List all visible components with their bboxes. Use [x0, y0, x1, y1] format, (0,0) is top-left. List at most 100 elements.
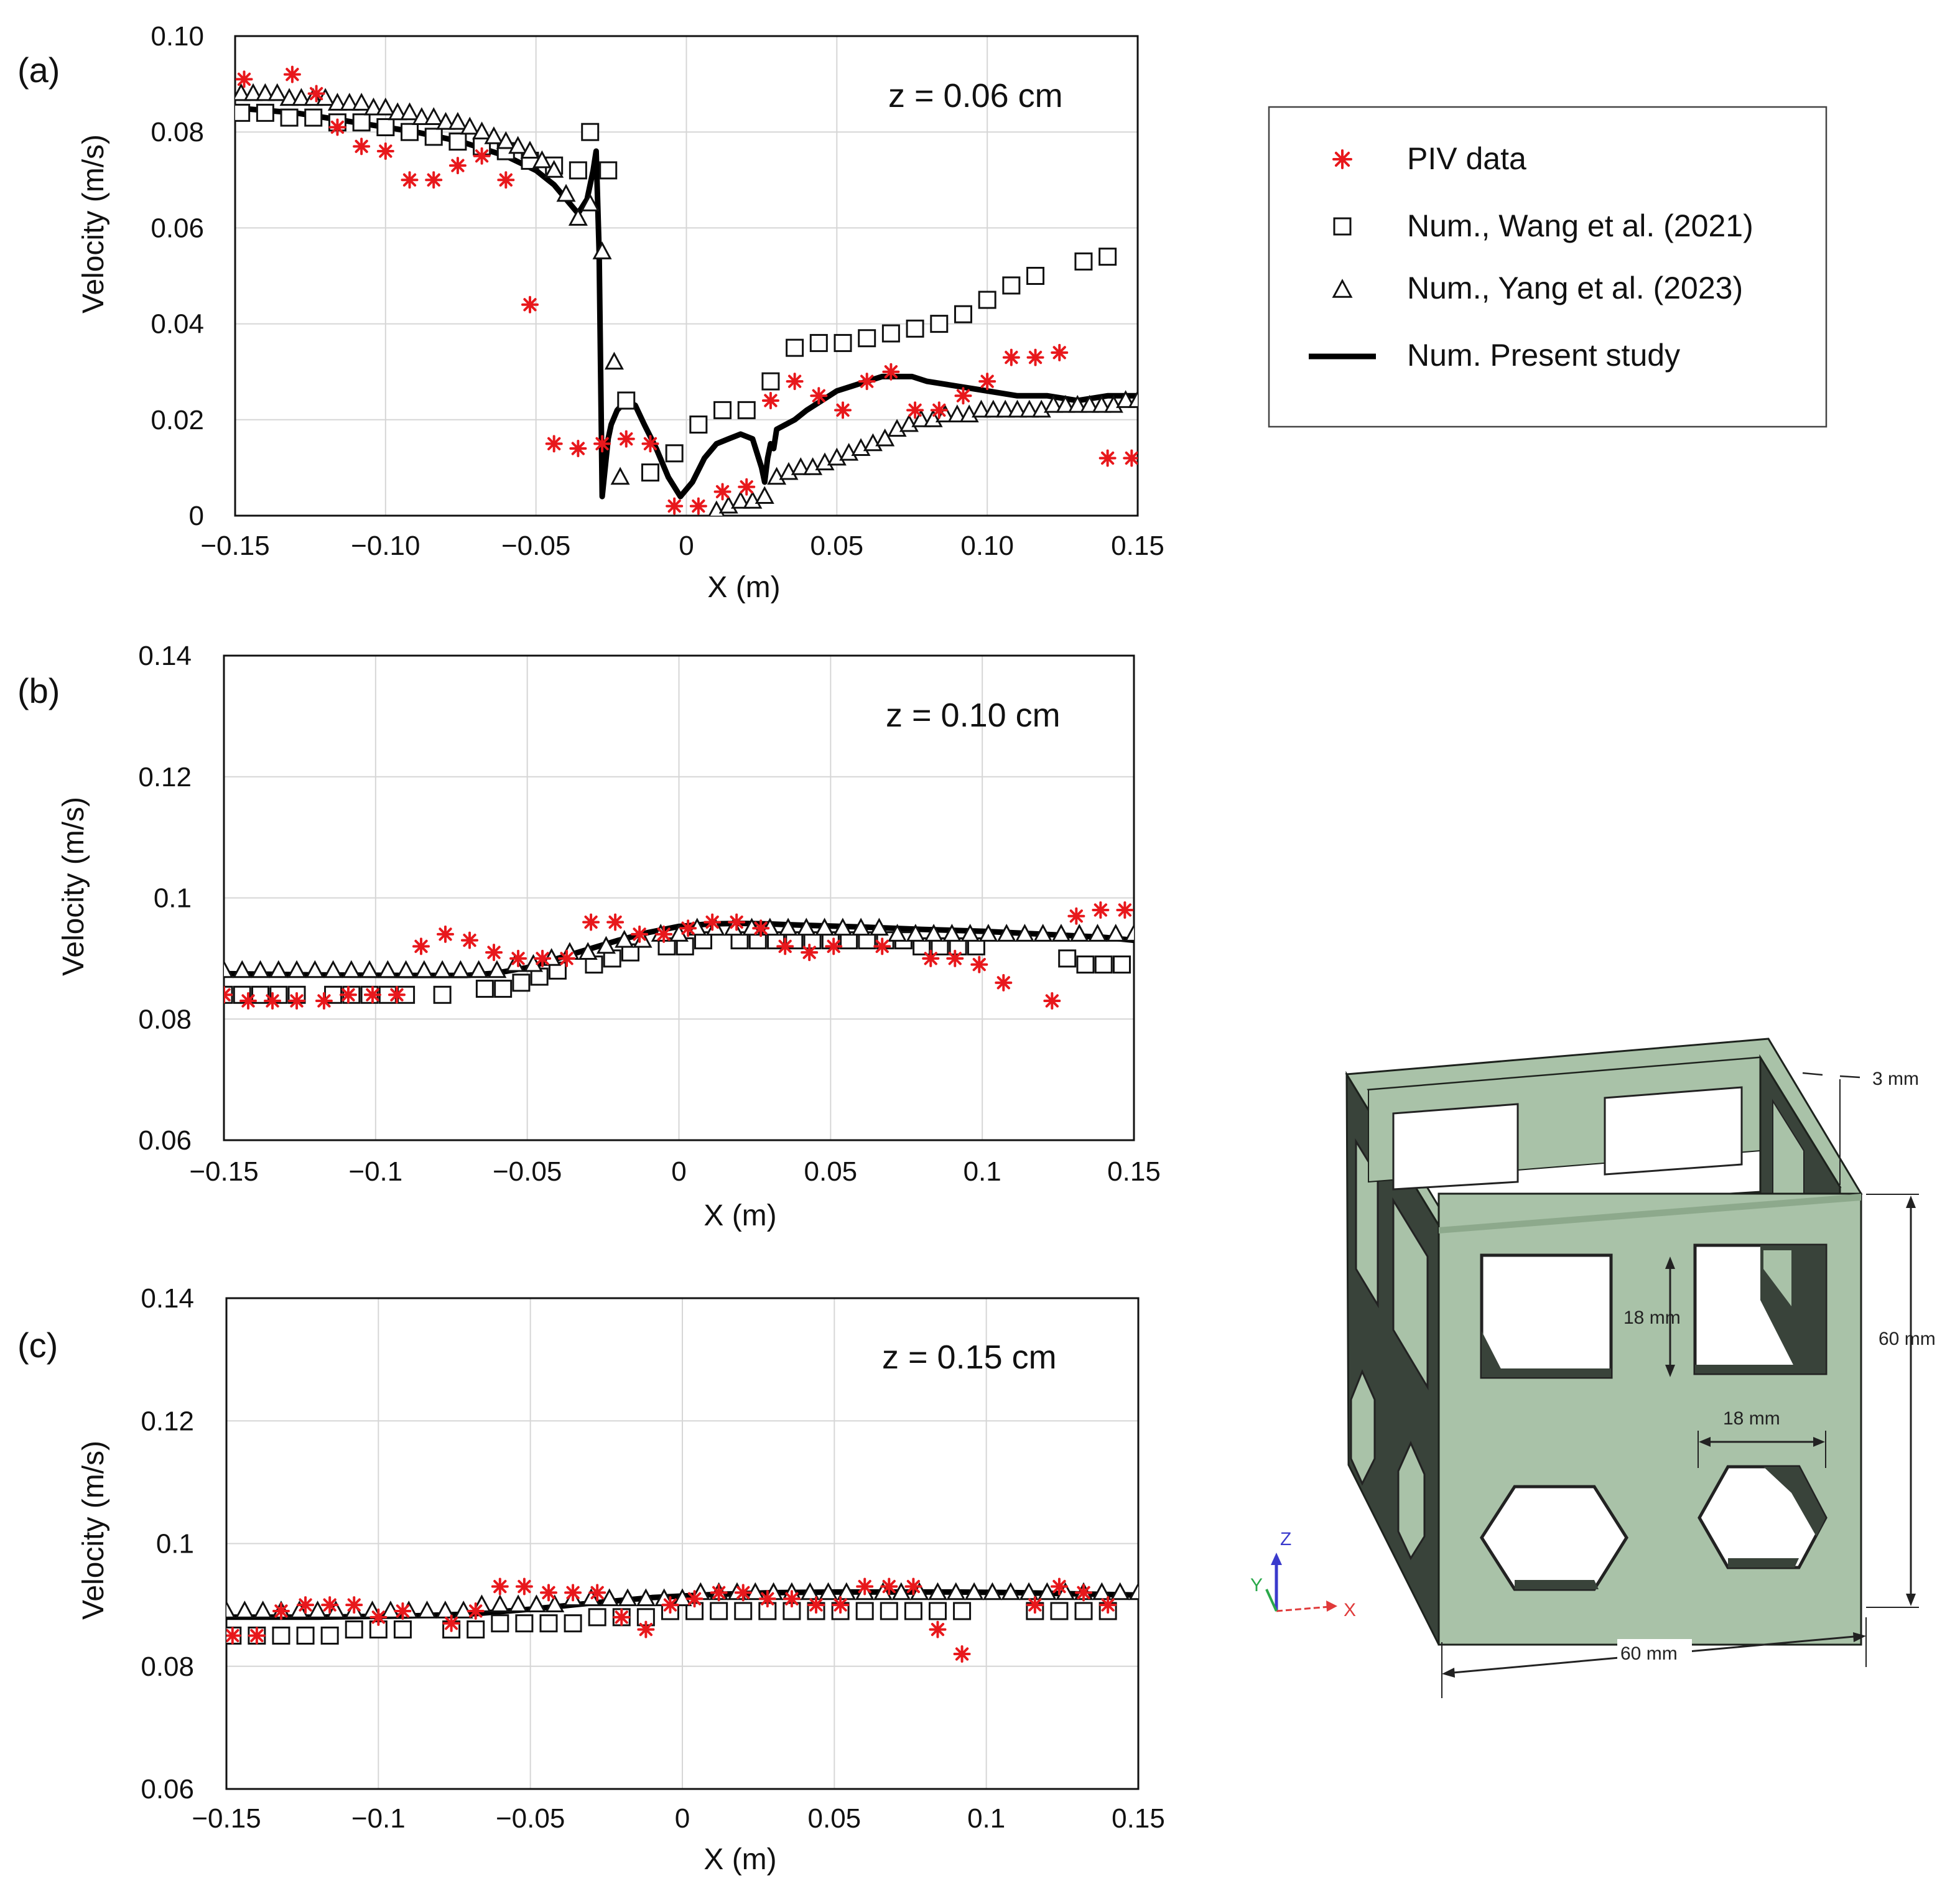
piv-data-point [685, 1590, 704, 1608]
x-tick-label: 0.05 [808, 1803, 862, 1834]
dim-label-hex: 18 mm [1723, 1408, 1780, 1429]
asterisk-stroke [908, 403, 922, 417]
wang-square-point [1074, 252, 1093, 271]
yang-triangle-point [414, 960, 434, 978]
piv-data-point [461, 931, 479, 949]
legend-label: Num., Wang et al. (2021) [1407, 208, 1753, 243]
yang-triangle-point [906, 924, 926, 942]
wang-square-point [1050, 1602, 1069, 1620]
legend-label: Num. Present study [1407, 338, 1680, 373]
y-axis-label: Velocity (m/s) [77, 1441, 110, 1620]
y-tick-label: 0.08 [151, 117, 204, 147]
arrowhead [1699, 1437, 1711, 1447]
yang-triangle-point [833, 917, 853, 936]
piv-data-point [858, 373, 876, 391]
triangle-marker-icon [1332, 279, 1353, 298]
yang-triangle-point [1008, 399, 1028, 418]
wang-square-point [539, 1614, 558, 1633]
window-inner-panel [1763, 1250, 1791, 1306]
legend-label: PIV data [1407, 141, 1526, 176]
plot-frame [234, 35, 1139, 517]
y-tick-label: 0.06 [141, 1774, 194, 1805]
arrowhead [1853, 1632, 1866, 1642]
wang-square-point [786, 338, 804, 357]
yang-triangle-point [839, 442, 859, 461]
yang-triangle-point [545, 1594, 565, 1613]
piv-data-point [239, 992, 258, 1010]
y-tick-label: 0.06 [151, 213, 204, 243]
wang-square-point [235, 103, 251, 122]
yang-triangle-point [887, 419, 907, 437]
piv-data-point [425, 171, 443, 189]
asterisk-stroke [330, 120, 345, 134]
yang-triangle-point [796, 917, 816, 936]
piv-data-point [436, 925, 454, 943]
yang-triangle-point [863, 433, 883, 452]
piv-data-point [880, 1577, 898, 1596]
asterisk-stroke [931, 1622, 945, 1637]
wang-square-point [737, 401, 756, 419]
piv-data-point [661, 1596, 679, 1614]
yang-triangle-point [960, 924, 980, 942]
yang-triangle-point [1067, 394, 1087, 413]
yang-triangle-point [791, 457, 810, 475]
piv-data-point [637, 1620, 655, 1638]
asterisk-stroke [547, 437, 561, 450]
yang-triangle-point [592, 241, 612, 259]
x-tick-label: 0.05 [804, 1156, 858, 1187]
asterisk-stroke [906, 1579, 921, 1594]
wang-square-point [256, 103, 274, 122]
piv-data-point [1026, 348, 1044, 366]
yang-triangle-point [287, 960, 307, 978]
yang-triangle-point [400, 102, 420, 121]
asterisk-stroke [740, 480, 753, 494]
arrowhead [1906, 1594, 1916, 1606]
x-tick-label: 0 [671, 1156, 686, 1187]
piv-data-point [272, 1602, 290, 1620]
yang-triangle-point [1087, 924, 1107, 942]
asterisk-stroke [347, 1598, 361, 1612]
piv-data-point [515, 1577, 533, 1596]
piv-data-point [946, 949, 964, 967]
asterisk-stroke [761, 1592, 774, 1605]
yang-triangle-point [819, 1582, 838, 1600]
x-axis-label: X (m) [707, 571, 780, 604]
yang-triangle-point [508, 136, 528, 154]
x-tick-label: 0 [675, 1803, 690, 1834]
x-axis-arrowhead [1326, 1600, 1337, 1612]
asterisk-stroke [323, 1598, 337, 1612]
yang-triangle-point [305, 960, 325, 978]
yang-triangle-point [323, 960, 343, 978]
asterisk-stroke [657, 927, 671, 941]
piv-data-point [1067, 907, 1085, 925]
piv-data-point [954, 387, 972, 405]
wang-square-point [581, 123, 600, 141]
legend-item-wang: Num., Wang et al. (2021) [1333, 208, 1753, 243]
asterisk-stroke [1005, 350, 1018, 365]
piv-data-point [752, 919, 770, 937]
piv-data-point [283, 65, 301, 83]
dim-line [1802, 1072, 1823, 1076]
yang-triangle-point [1116, 390, 1136, 408]
wang-square-point [352, 113, 371, 132]
wang-square-point [904, 1602, 922, 1620]
yang-triangle-point [520, 141, 540, 159]
y-axis-label: Velocity (m/s) [77, 134, 110, 314]
wang-square-point [369, 1620, 388, 1639]
piv-data-point [1116, 901, 1134, 919]
asterisk-stroke [523, 298, 537, 312]
asterisk-stroke [932, 403, 946, 417]
front-hex-hole-left [1480, 1485, 1628, 1591]
wang-square-point [761, 372, 780, 391]
yang-triangle-point [947, 404, 967, 422]
yang-triangle-point [450, 960, 470, 978]
window-sill [1695, 1365, 1826, 1373]
y-tick-labels: 0.06 0.08 0.1 0.12 0.14 [138, 641, 192, 1156]
wang-square-point [689, 416, 708, 434]
asterisk-stroke [1069, 909, 1083, 923]
x-tick-label: 0.05 [810, 531, 864, 561]
yang-triangle-point [243, 83, 263, 101]
yang-triangle-point [596, 936, 616, 954]
gridlines [226, 1298, 1138, 1789]
yang-triangle-point [1128, 390, 1138, 408]
